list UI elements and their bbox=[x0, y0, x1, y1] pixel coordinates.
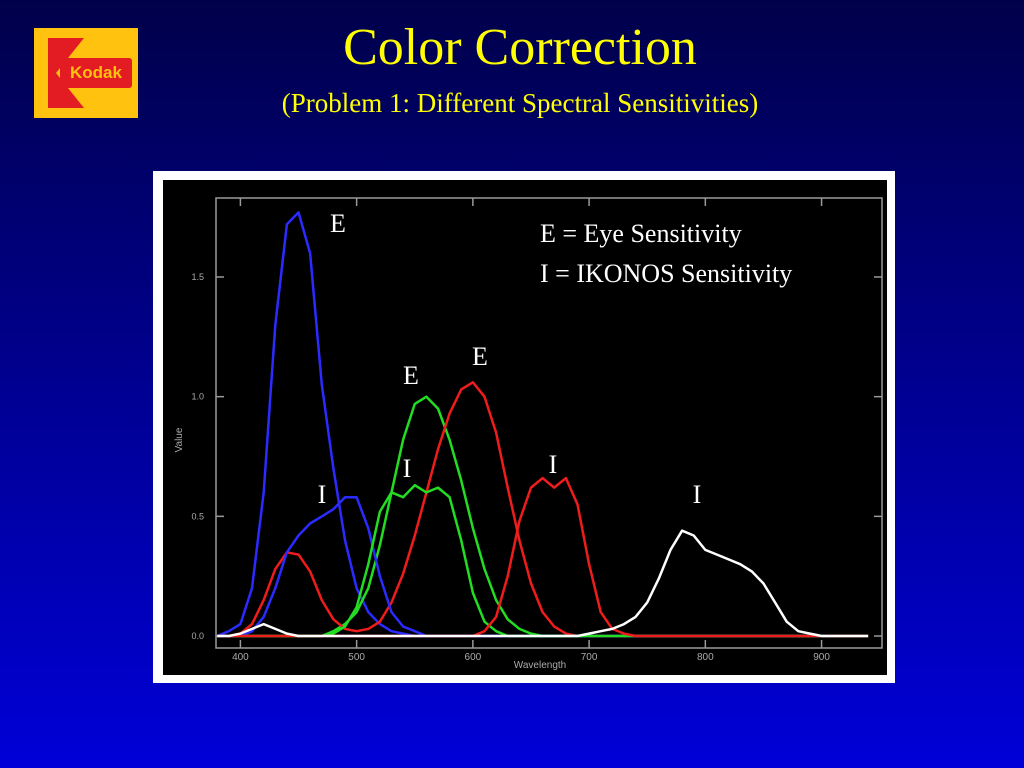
x-tick-label: 700 bbox=[581, 652, 598, 663]
curve-annotation: E bbox=[472, 342, 488, 371]
curve-annotation: I bbox=[549, 450, 558, 479]
x-tick-label: 500 bbox=[348, 652, 365, 663]
data-line bbox=[217, 529, 869, 638]
legend-text: E = Eye Sensitivity bbox=[540, 219, 742, 248]
slide-subtitle: (Problem 1: Different Spectral Sensitivi… bbox=[282, 88, 758, 118]
x-tick-label: 600 bbox=[465, 652, 482, 663]
curve-annotation: I bbox=[403, 454, 412, 483]
y-tick-label: 1.5 bbox=[191, 272, 204, 282]
x-tick-label: 400 bbox=[232, 652, 249, 663]
logo-shape bbox=[48, 38, 84, 108]
y-tick-label: 1.0 bbox=[191, 392, 204, 402]
y-axis-label: Value bbox=[174, 427, 185, 452]
legend-text: I = IKONOS Sensitivity bbox=[540, 259, 792, 288]
x-tick-label: 900 bbox=[813, 652, 830, 663]
logo-band bbox=[60, 58, 132, 88]
curve-annotation: I bbox=[318, 480, 327, 509]
chart-background bbox=[163, 180, 887, 675]
x-axis-label: Wavelength bbox=[514, 660, 566, 671]
logo-text: Kodak bbox=[70, 63, 123, 82]
x-tick-label: 800 bbox=[697, 652, 714, 663]
plot-border bbox=[215, 197, 883, 649]
slide-title: Color Correction bbox=[343, 19, 697, 76]
plot: 0.0 0.5 1.0 1.5 400 500 600 700 800 900 E E E I I I I E =… bbox=[191, 198, 882, 663]
logo: Kodak bbox=[34, 28, 138, 118]
y-tick-label: 0.0 bbox=[191, 631, 204, 641]
curve-annotation: E bbox=[330, 209, 346, 238]
curve-annotation: E bbox=[403, 361, 419, 390]
curve-annotation: I bbox=[693, 480, 702, 509]
y-tick-label: 0.5 bbox=[191, 511, 204, 521]
